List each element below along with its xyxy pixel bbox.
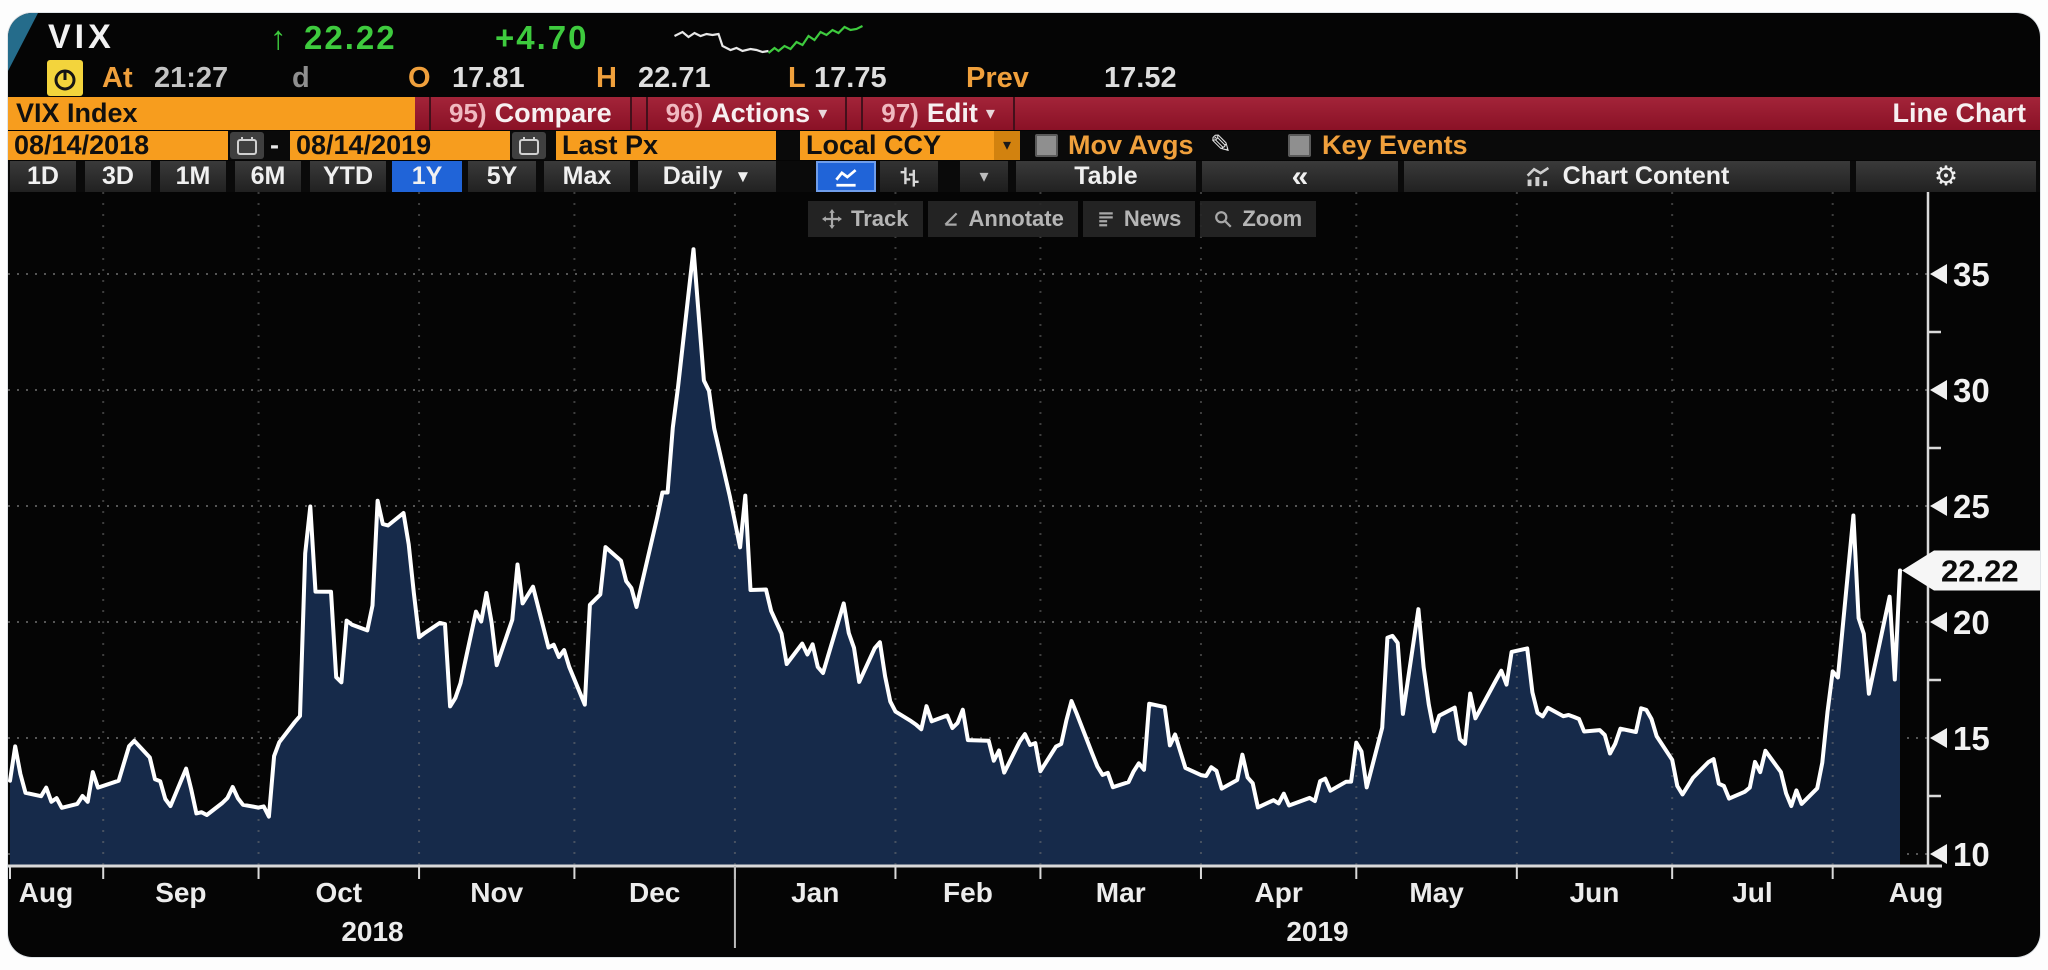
range-button-1d[interactable]: 1D bbox=[10, 161, 76, 192]
candlestick-mode-button[interactable] bbox=[880, 161, 938, 192]
range-button-3d[interactable]: 3D bbox=[85, 161, 151, 192]
date-range-dash: - bbox=[270, 130, 279, 160]
svg-text:22.22: 22.22 bbox=[1941, 553, 2019, 588]
chart-type-label: Line Chart bbox=[1892, 98, 2026, 128]
at-label: At bbox=[102, 62, 133, 94]
chevron-down-icon: ▾ bbox=[818, 103, 828, 123]
svg-text:Sep: Sep bbox=[155, 877, 206, 908]
session-flag: d bbox=[292, 62, 310, 94]
svg-text:25: 25 bbox=[1953, 488, 1990, 525]
quote-time: 21:27 bbox=[154, 62, 229, 94]
range-button-1y-active[interactable]: 1Y bbox=[392, 161, 462, 192]
date-to-field[interactable]: 08/14/2019 bbox=[290, 131, 510, 160]
range-button-6m[interactable]: 6M bbox=[235, 161, 301, 192]
svg-text:10: 10 bbox=[1953, 836, 1990, 873]
delayed-data-gauge-icon bbox=[47, 60, 83, 96]
price-chart[interactable]: 10 15 20 25 30 35 Aug Sep Oct Nov Dec Jan Feb Mar Apr M… bbox=[8, 192, 2040, 957]
magnifier-icon bbox=[1215, 210, 1232, 228]
pencil-icon[interactable]: ✎ bbox=[1210, 129, 1232, 159]
prev-value: 17.52 bbox=[1104, 62, 1177, 94]
chart-content-icon bbox=[1526, 166, 1549, 186]
svg-text:Apr: Apr bbox=[1255, 877, 1303, 908]
chevron-down-icon: ▾ bbox=[979, 166, 989, 186]
track-button[interactable]: Track bbox=[808, 201, 923, 237]
prev-label: Prev bbox=[966, 62, 1029, 94]
currency-selector[interactable]: Local CCY ▾ bbox=[800, 131, 1020, 160]
track-crosshair-icon bbox=[822, 209, 842, 229]
high-value: 22.71 bbox=[638, 62, 711, 94]
mov-avgs-label: Mov Avgs bbox=[1068, 130, 1194, 160]
actions-menu-button[interactable]: 96) Actions ▾ bbox=[645, 97, 848, 130]
svg-text:Nov: Nov bbox=[470, 877, 523, 908]
chart-settings-bar: 08/14/2018 - 08/14/2019 Last Px Local CC… bbox=[8, 129, 2040, 160]
svg-text:Jun: Jun bbox=[1570, 877, 1620, 908]
svg-text:Oct: Oct bbox=[315, 877, 362, 908]
news-button[interactable]: News bbox=[1082, 201, 1196, 237]
svg-text:15: 15 bbox=[1953, 720, 1990, 757]
mov-avgs-checkbox[interactable] bbox=[1035, 134, 1058, 157]
chevron-down-icon: ▾ bbox=[985, 103, 995, 123]
chart-overlay-toolbar: Track Annotate News Zoom bbox=[808, 201, 1317, 237]
chart-content-button[interactable]: Chart Content bbox=[1404, 161, 1850, 192]
period-dropdown[interactable]: Daily ▼ bbox=[638, 161, 776, 192]
settings-gear-button[interactable]: ⚙ bbox=[1856, 161, 2036, 192]
svg-text:2019: 2019 bbox=[1286, 916, 1348, 947]
open-value: 17.81 bbox=[452, 62, 525, 94]
key-events-checkbox[interactable] bbox=[1288, 134, 1311, 157]
svg-text:Mar: Mar bbox=[1096, 877, 1146, 908]
date-from-field[interactable]: 08/14/2018 bbox=[8, 131, 228, 160]
svg-text:30: 30 bbox=[1953, 372, 1990, 409]
svg-text:2018: 2018 bbox=[341, 916, 403, 947]
range-button-ytd[interactable]: YTD bbox=[310, 161, 386, 192]
svg-text:Aug: Aug bbox=[19, 877, 73, 908]
svg-text:20: 20 bbox=[1953, 604, 1990, 641]
chevron-down-icon: ▾ bbox=[994, 131, 1020, 160]
svg-text:Dec: Dec bbox=[629, 877, 680, 908]
price-header-row: VIX ↑ 22.22 +4.70 bbox=[8, 13, 2040, 71]
collapse-panel-button[interactable]: « bbox=[1202, 160, 1398, 193]
chart-toolbar: 1D 3D 1M 6M YTD 1Y 5Y Max Daily ▼ ▾ Tabl… bbox=[8, 160, 2040, 193]
low-value: 17.75 bbox=[814, 62, 887, 94]
last-price: 22.22 bbox=[304, 19, 397, 56]
line-chart-mode-button[interactable] bbox=[816, 161, 876, 192]
bloomberg-terminal-window: VIX ↑ 22.22 +4.70 At 21:27 d O 17.81 H 2… bbox=[8, 13, 2040, 957]
zoom-button[interactable]: Zoom bbox=[1200, 201, 1317, 237]
svg-text:Aug: Aug bbox=[1889, 877, 1943, 908]
svg-text:Feb: Feb bbox=[943, 877, 993, 908]
ticker-input-field[interactable]: VIX Index bbox=[8, 97, 415, 130]
news-lines-icon bbox=[1099, 212, 1113, 227]
price-change: +4.70 bbox=[495, 19, 589, 56]
quote-detail-row: At 21:27 d O 17.81 H 22.71 L 17.75 Prev … bbox=[8, 60, 2040, 97]
menu-bar: VIX Index 95) Compare 96) Actions ▾ 97) … bbox=[8, 97, 2040, 130]
gear-icon: ⚙ bbox=[1933, 161, 1959, 192]
calendar-icon[interactable] bbox=[230, 132, 264, 159]
edit-menu-button[interactable]: 97) Edit ▾ bbox=[861, 97, 1015, 130]
range-button-5y[interactable]: 5Y bbox=[468, 161, 536, 192]
intraday-sparkline bbox=[674, 25, 863, 54]
price-field-selector[interactable]: Last Px bbox=[556, 131, 776, 160]
up-arrow-icon: ↑ bbox=[270, 19, 289, 56]
svg-text:Jul: Jul bbox=[1732, 877, 1772, 908]
calendar-icon[interactable] bbox=[512, 132, 546, 159]
open-label: O bbox=[408, 62, 431, 94]
svg-text:May: May bbox=[1409, 877, 1464, 908]
key-events-label: Key Events bbox=[1322, 130, 1468, 160]
annotate-angle-icon bbox=[944, 212, 957, 226]
range-button-max[interactable]: Max bbox=[544, 161, 630, 192]
security-ticker: VIX bbox=[48, 18, 115, 56]
chevron-down-icon: ▼ bbox=[734, 166, 752, 186]
annotate-button[interactable]: Annotate bbox=[927, 201, 1078, 237]
chart-style-dropdown[interactable]: ▾ bbox=[960, 161, 1008, 192]
low-label: L bbox=[788, 62, 806, 94]
high-label: H bbox=[596, 62, 617, 94]
table-button[interactable]: Table bbox=[1016, 161, 1196, 192]
compare-menu-button[interactable]: 95) Compare bbox=[429, 97, 632, 130]
svg-text:Jan: Jan bbox=[791, 877, 839, 908]
svg-text:35: 35 bbox=[1953, 256, 1990, 293]
range-button-1m[interactable]: 1M bbox=[160, 161, 226, 192]
